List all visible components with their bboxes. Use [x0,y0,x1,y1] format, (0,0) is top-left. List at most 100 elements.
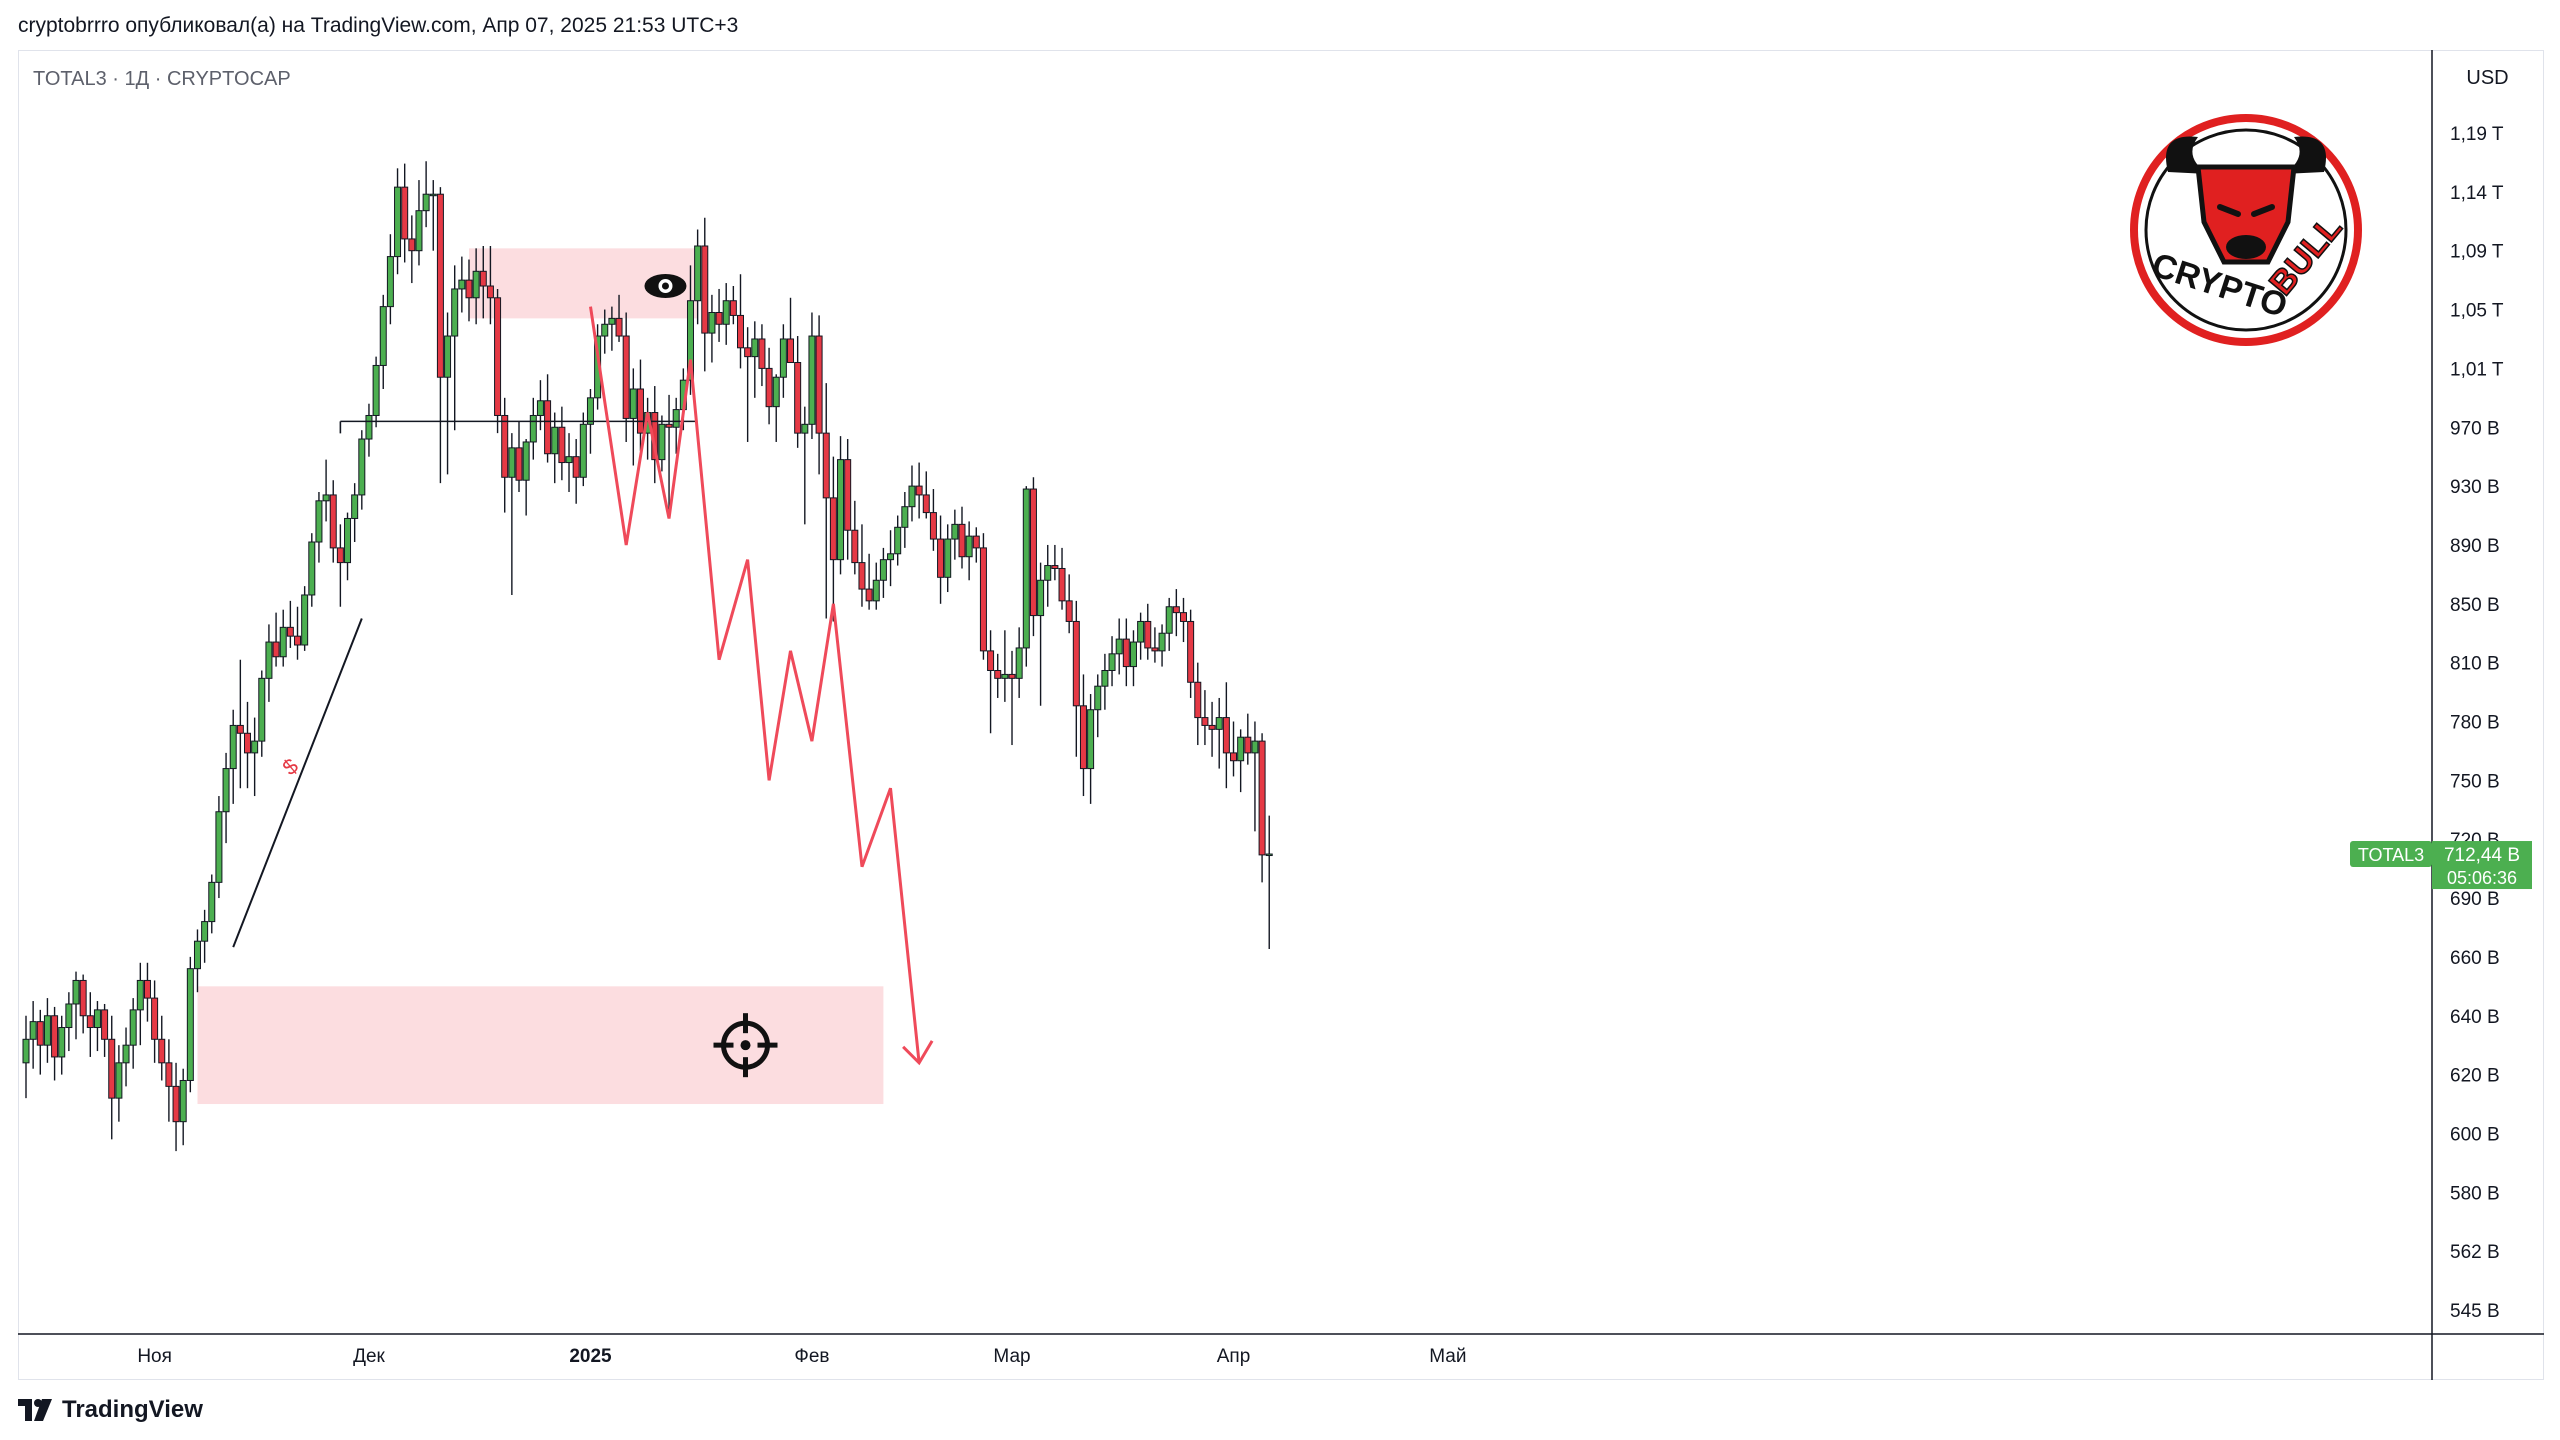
price-tick-label: 1,01 T [2450,359,2504,380]
candle-body [887,553,895,561]
candle-body [844,459,852,531]
candle-body [972,535,980,549]
candle-body [865,588,873,602]
candle-body [29,1021,37,1040]
candle-body [494,297,502,416]
currency-selector[interactable]: USD [2466,66,2509,89]
candle-body [43,1015,51,1046]
candle-body [1187,620,1195,683]
candle-body [965,535,973,558]
candle-body [351,494,359,519]
price-tick-label: 890 B [2450,536,2500,557]
chart-frame [18,50,2544,1380]
candle-body [279,626,287,658]
candle-body [772,376,780,408]
candle-body [201,921,209,942]
candle-body [179,1079,187,1123]
candle-body [1208,724,1216,730]
candle-body [1037,579,1045,617]
price-tick-label: 620 B [2450,1066,2500,1087]
candle-body [901,506,909,528]
candle-body [86,1015,94,1029]
candle-body [572,456,580,478]
candle-body [258,677,266,742]
candle-body [544,400,552,455]
price-tick-label: 660 B [2450,948,2500,969]
candle-body [401,186,409,240]
candle-body [272,641,280,658]
candle-body [344,517,352,564]
candle-body [1072,620,1080,707]
candle-body [1122,638,1130,668]
candle-body [1015,647,1023,679]
candle-body [365,414,373,440]
time-tick-label: Мар [993,1346,1030,1367]
candle-body [458,279,466,290]
candle-body [1258,740,1266,856]
candle-body [215,811,223,883]
trendline [232,618,363,948]
candle-body [386,256,394,308]
price-tick-label: 1,09 T [2450,242,2504,263]
candle-body [794,362,802,434]
candle-body [722,300,730,325]
candle-body [851,529,859,564]
candle-body [379,306,387,366]
candle-body [408,238,416,252]
candle-body [1244,736,1252,754]
candle-body [1065,600,1073,622]
candle-body [829,497,837,561]
current-price-tag [2432,841,2532,890]
candle-body [136,979,144,1011]
candle-body [515,447,523,481]
price-tick-label: 580 B [2450,1183,2500,1204]
candle-body [994,669,1002,679]
symbol-price-tag [2350,841,2432,868]
price-tick-label: 545 B [2450,1301,2500,1322]
tradingview-footer[interactable]: TradingView [18,1394,203,1426]
candle-body [79,979,87,1017]
candle-body [193,940,201,970]
candle-body [472,270,480,299]
price-tick-label: 640 B [2450,1007,2500,1028]
candle-body [1230,752,1238,762]
candle-body [1158,632,1166,652]
candle-body [358,438,366,496]
candle-body [658,423,666,461]
candle-body [579,423,587,478]
candle-body [915,485,923,496]
candle-body [479,270,487,287]
candle-body [708,311,716,334]
candle-body [129,1009,137,1046]
candle-body [729,300,737,316]
candle-body [801,423,809,434]
candle-body [522,441,530,481]
candle-body [1137,620,1145,643]
candle-body [286,626,294,637]
candle-body [322,494,330,502]
symbol-info[interactable]: TOTAL3 · 1Д · CRYPTOCAP [33,68,291,90]
candle-body [622,335,630,419]
candle-body [329,494,337,549]
candle-body [1151,647,1159,652]
candle-body [65,1003,73,1029]
candle-body [765,367,773,408]
price-tick-label: 562 B [2450,1242,2500,1263]
candle-body [694,245,702,302]
candle-countdown: 05:06:36 [2447,868,2517,888]
candle-body [158,1038,166,1064]
candle-body [1108,653,1116,671]
time-tick-label: Дек [353,1346,385,1367]
candle-body [101,1009,109,1040]
candle-body [294,635,302,646]
candle-body [394,186,402,258]
candle-body [429,193,437,197]
candle-body [1144,620,1152,649]
price-tick-label: 810 B [2450,654,2500,675]
candle-body [744,347,752,358]
time-tick-label: Апр [1217,1346,1251,1367]
candle-body [779,338,787,378]
candle-body [186,968,194,1081]
candle-body [872,579,880,602]
